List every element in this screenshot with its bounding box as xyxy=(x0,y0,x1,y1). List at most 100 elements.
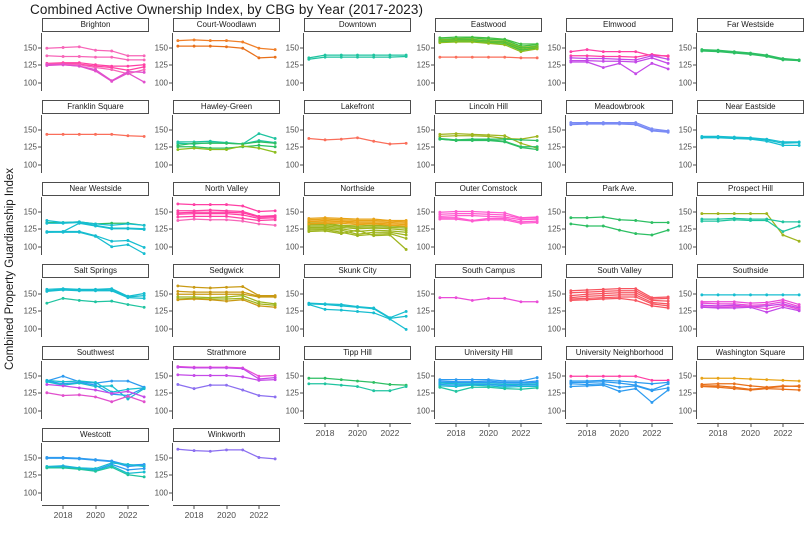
series-point xyxy=(110,66,114,69)
y-axis-line xyxy=(172,361,173,419)
y-axis: 100 125 150 xyxy=(20,115,42,173)
facet-strip-label: Near Eastside xyxy=(725,103,776,111)
series-point xyxy=(585,122,589,126)
series-point xyxy=(110,221,114,225)
series-point xyxy=(634,60,638,64)
y-tick-mark xyxy=(300,146,303,148)
y-tick-mark xyxy=(38,228,41,230)
series-point xyxy=(257,374,261,378)
y-tick-label: 150 xyxy=(678,371,692,381)
y-tick-label: 150 xyxy=(547,207,561,217)
series-point xyxy=(94,300,97,304)
series-point xyxy=(781,233,785,237)
series-point xyxy=(569,54,573,58)
series-point xyxy=(438,137,442,141)
series-point xyxy=(323,307,327,311)
x-tick-label: 2018 xyxy=(184,510,204,520)
series-point xyxy=(77,457,81,461)
y-tick-label: 100 xyxy=(678,406,692,416)
series-point xyxy=(634,219,638,222)
series-point xyxy=(257,56,261,60)
series-point xyxy=(257,132,261,136)
y-tick-mark xyxy=(38,375,41,377)
series-point xyxy=(176,145,180,149)
series-point xyxy=(94,289,97,293)
y-tick-mark xyxy=(431,211,434,213)
facet-strip-label: Prospect Hill xyxy=(728,185,773,193)
y-tick-mark xyxy=(169,328,172,330)
series-point xyxy=(126,397,130,401)
series-point xyxy=(257,46,261,50)
series-point xyxy=(535,47,539,51)
series-point xyxy=(225,141,228,145)
series-point xyxy=(716,382,720,386)
facet-strip-label: Northside xyxy=(340,185,375,193)
y-tick-label: 125 xyxy=(154,224,168,234)
series-point xyxy=(650,221,654,224)
series-point xyxy=(356,379,359,383)
y-tick-label: 100 xyxy=(547,78,561,88)
series-point xyxy=(519,300,523,304)
series-point xyxy=(225,295,228,299)
series-point xyxy=(470,139,474,142)
y-tick-label: 125 xyxy=(285,60,299,70)
y-tick-mark xyxy=(431,228,434,230)
x-tick-label: 2022 xyxy=(380,428,400,438)
y-tick-mark xyxy=(562,164,565,166)
y-tick-label: 125 xyxy=(154,142,168,152)
y-axis: 100 125 150 xyxy=(282,197,304,255)
series-point xyxy=(176,365,180,369)
series-point xyxy=(749,388,752,392)
y-tick-mark xyxy=(562,293,565,295)
y-tick-label: 100 xyxy=(23,406,37,416)
y-axis-line xyxy=(434,33,435,91)
series-point xyxy=(618,59,621,63)
series-point xyxy=(323,221,327,225)
x-tick-label: 2022 xyxy=(642,428,662,438)
facet-strip: Far Westside xyxy=(697,18,804,32)
series-point xyxy=(142,252,146,255)
series-point xyxy=(273,150,277,154)
series-point xyxy=(601,57,605,60)
series-point xyxy=(797,59,801,63)
series-point xyxy=(142,58,146,62)
facet-panel: Eastwood 100 125 150 xyxy=(413,18,544,112)
series-point xyxy=(732,51,736,55)
series-point xyxy=(110,384,114,388)
series-point xyxy=(142,400,146,404)
series-point xyxy=(61,288,65,292)
y-tick-label: 125 xyxy=(547,142,561,152)
y-tick-label: 125 xyxy=(678,142,692,152)
series-point xyxy=(61,296,65,300)
x-axis-line xyxy=(173,505,280,506)
facet-strip-label: Southwest xyxy=(76,349,115,357)
plot-panel xyxy=(566,197,673,255)
series-point xyxy=(273,305,277,309)
series-point xyxy=(126,222,130,226)
series-point xyxy=(454,210,458,213)
y-tick-label: 150 xyxy=(23,371,37,381)
facet-strip: Westcott xyxy=(42,428,149,442)
series-point xyxy=(225,203,228,207)
y-tick-label: 100 xyxy=(416,406,430,416)
series-point xyxy=(126,303,130,306)
facet-strip-label: North Valley xyxy=(205,185,248,193)
y-axis: 100 125 150 xyxy=(282,115,304,173)
series-point xyxy=(192,141,196,145)
y-axis: 100 125 150 xyxy=(151,279,173,337)
x-tick-label: 2022 xyxy=(773,428,793,438)
series-point xyxy=(454,134,458,138)
series-point xyxy=(404,236,408,240)
series-point xyxy=(61,63,65,67)
x-tick-mark xyxy=(717,424,719,427)
facet-panel: Northside 100 125 150 xyxy=(282,182,413,276)
y-tick-label: 150 xyxy=(547,371,561,381)
y-tick-label: 150 xyxy=(23,453,37,463)
facet-strip: Tipp Hill xyxy=(304,346,411,360)
series-point xyxy=(438,212,442,216)
series-point xyxy=(323,376,327,380)
facet-strip-label: Hawley-Green xyxy=(200,103,253,111)
facet-strip-label: Salt Springs xyxy=(73,267,118,275)
plot-panel xyxy=(435,361,542,419)
series-point xyxy=(732,376,736,380)
